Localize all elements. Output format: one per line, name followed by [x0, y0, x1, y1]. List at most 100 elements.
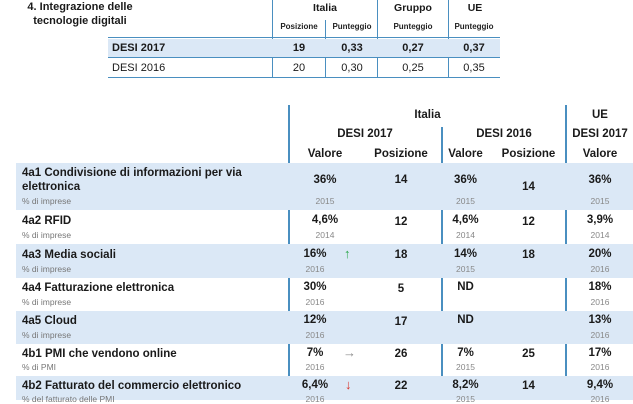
- indicator-row-4a5: 4a5 Cloud % di imprese 12% 2016 17 ND 13…: [16, 311, 633, 344]
- value-desi2017: 7%: [306, 347, 324, 359]
- year-desi2017: 2016: [305, 264, 325, 274]
- year-desi2017: 2016: [305, 394, 325, 404]
- summary-col-italia: Italia: [313, 2, 337, 14]
- year-ue: 2016: [590, 394, 610, 404]
- rank-desi2016: 12: [522, 216, 535, 228]
- detail-col-posizione: Posizione: [501, 148, 556, 160]
- indicator-row-4b2: 4b2 Fatturato del commercio elettronico …: [16, 376, 633, 404]
- summary-row-punteggio-gr: 0,27: [402, 42, 424, 54]
- value-desi2016: 8,2%: [452, 379, 479, 391]
- detail-col-valore-ue: Valore: [582, 148, 618, 160]
- indicator-label: 4a5 Cloud: [22, 315, 77, 327]
- indicator-row-4a4: 4a4 Fatturazione elettronica % di impres…: [16, 278, 633, 311]
- value-desi2017: 6,4%: [301, 379, 329, 391]
- value-desi2017: 12%: [303, 314, 327, 326]
- summary-title: 4. Integrazione delle tecnologie digital…: [0, 0, 160, 28]
- indicator-label-cont: elettronica: [22, 181, 81, 193]
- detail-header-ue: UE: [592, 109, 608, 121]
- summary-title-line2: tecnologie digitali: [33, 15, 127, 27]
- trend-flat-icon: →: [343, 345, 356, 360]
- row-band: [16, 244, 633, 278]
- detail-header-ue-desi2017: DESI 2017: [572, 128, 628, 140]
- value-desi2017: 30%: [303, 281, 327, 293]
- indicator-label: 4a3 Media sociali: [22, 249, 116, 261]
- value-ue: 18%: [588, 281, 612, 293]
- indicator-unit: % di imprese: [22, 297, 72, 307]
- summary-sub-punteggio-it: Punteggio: [332, 22, 372, 31]
- summary-row-posizione: 20: [292, 62, 306, 74]
- summary-row-desi2017: DESI 2017 19 0,33 0,27 0,37: [108, 39, 500, 57]
- value-desi2016: 14%: [453, 248, 478, 260]
- detail-header-desi2016: DESI 2016: [476, 128, 532, 140]
- detail-header-italia: Italia: [414, 109, 441, 121]
- indicator-row-4b1: 4b1 PMI che vendono online % di PMI 7% →…: [16, 344, 633, 376]
- value-ue: 9,4%: [586, 379, 614, 391]
- summary-col-ue: UE: [467, 2, 483, 14]
- detail-col-posizione: Posizione: [374, 148, 428, 160]
- value-desi2016: ND: [457, 314, 474, 326]
- indicator-label: 4a4 Fatturazione elettronica: [22, 282, 175, 294]
- detail-col-valore: Valore: [448, 148, 483, 160]
- rank-desi2017: 14: [394, 174, 408, 186]
- rank-desi2017: 26: [394, 348, 408, 360]
- indicator-unit: % di imprese: [22, 230, 72, 240]
- value-desi2016: 4,6%: [452, 214, 479, 226]
- year-ue: 2016: [590, 362, 610, 372]
- indicator-unit: % del fatturato delle PMI: [22, 394, 115, 404]
- indicator-row-4a1: 4a1 Condivisione di informazioni per via…: [16, 163, 633, 210]
- rank-desi2017: 5: [397, 283, 405, 295]
- detail-header-desi2017: DESI 2017: [337, 128, 393, 140]
- indicator-unit: % di imprese: [22, 196, 72, 206]
- year-desi2017: 2016: [305, 297, 325, 307]
- summary-row-punteggio-ue: 0,37: [463, 42, 485, 54]
- indicator-label: 4b1 PMI che vendono online: [22, 348, 177, 360]
- row-band: [16, 376, 633, 400]
- indicator-label: 4a1 Condivisione di informazioni per via: [22, 167, 242, 179]
- summary-row-label: DESI 2016: [112, 62, 166, 74]
- year-ue: 2015: [590, 196, 610, 206]
- summary-col-gruppo: Gruppo: [394, 2, 432, 14]
- year-desi2016: 2015: [456, 394, 475, 404]
- summary-row-punteggio-ue: 0,35: [463, 62, 485, 74]
- rank-desi2017: 12: [394, 216, 408, 228]
- rank-desi2017: 22: [394, 380, 408, 392]
- year-desi2017: 2016: [305, 330, 325, 340]
- value-ue: 3,9%: [586, 214, 614, 226]
- value-ue: 13%: [588, 314, 612, 326]
- year-ue: 2016: [590, 264, 610, 274]
- summary-rule: [108, 57, 500, 58]
- value-ue: 36%: [588, 174, 612, 186]
- summary-row-punteggio-it: 0,30: [341, 62, 363, 74]
- value-desi2017: 36%: [313, 174, 337, 186]
- summary-sub-punteggio-gr: Punteggio: [393, 22, 433, 31]
- year-desi2017: 2015: [315, 196, 335, 206]
- year-ue: 2016: [590, 330, 610, 340]
- summary-sub-posizione: Posizione: [280, 22, 318, 31]
- year-desi2016: 2014: [456, 230, 475, 240]
- year-ue: 2016: [590, 297, 610, 307]
- year-desi2016: 2015: [456, 196, 475, 206]
- indicator-row-4a3: 4a3 Media sociali % di imprese 16% ↑ 201…: [16, 244, 633, 278]
- summary-row-punteggio-gr: 0,25: [402, 62, 424, 74]
- trend-up-icon: ↑: [344, 246, 351, 261]
- summary-rule: [108, 37, 500, 38]
- summary-sub-punteggio-ue: Punteggio: [454, 22, 494, 31]
- summary-row-desi2016: DESI 2016 20 0,30 0,25 0,35: [108, 59, 500, 77]
- row-band: [16, 311, 633, 344]
- year-desi2016: 2015: [456, 264, 475, 274]
- indicator-row-4a2: 4a2 RFID % di imprese 4,6% 2014 12 4,6% …: [16, 211, 633, 244]
- indicator-label: 4a2 RFID: [22, 215, 72, 227]
- rank-desi2017: 18: [394, 249, 408, 261]
- summary-rule: [108, 77, 500, 78]
- summary-row-label: DESI 2017: [112, 42, 166, 54]
- year-desi2016: 2015: [456, 362, 475, 372]
- rank-desi2016: 14: [522, 380, 535, 392]
- summary-title-line1: 4. Integrazione delle: [27, 1, 133, 13]
- value-desi2017: 4,6%: [311, 214, 339, 226]
- trend-down-icon: ↓: [345, 377, 352, 392]
- rank-desi2017: 17: [394, 316, 408, 328]
- year-ue: 2014: [590, 230, 610, 240]
- year-desi2017: 2016: [305, 362, 325, 372]
- value-ue: 20%: [588, 248, 612, 260]
- value-desi2016: 36%: [453, 174, 478, 186]
